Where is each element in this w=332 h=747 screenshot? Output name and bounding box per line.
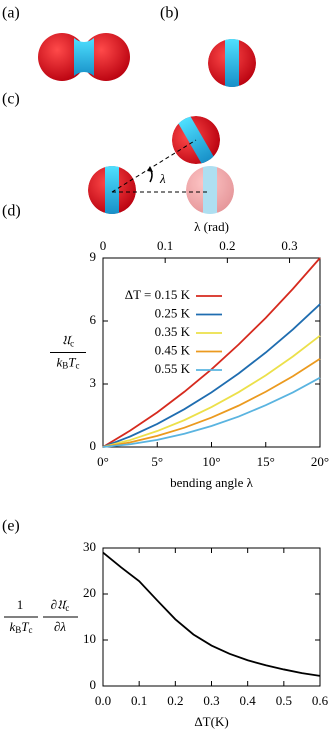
angle-label: λ — [159, 171, 166, 186]
legend-label: 0.25 K — [155, 305, 191, 320]
x-tick-label: 0.0 — [95, 693, 111, 708]
y-tick-label: 20 — [83, 585, 96, 600]
y-axis-label-part: c — [70, 339, 74, 349]
plot-frame — [102, 547, 321, 687]
data-line — [102, 358, 321, 448]
y-axis-label-part: T — [68, 354, 76, 369]
x2-tick-label: 0.3 — [281, 238, 297, 253]
y-axis-label-part: c — [65, 603, 69, 613]
x-tick-label: 20° — [311, 454, 329, 469]
y-axis-label: kBTc — [56, 354, 79, 370]
panel-label: (e) — [2, 518, 20, 535]
bending-illustration: λ — [88, 115, 234, 214]
y-tick-label: 30 — [83, 539, 96, 554]
janus-particle — [208, 39, 256, 87]
y-axis-label: ∂λ — [54, 619, 66, 634]
x-tick-label: 0.6 — [312, 693, 329, 708]
y-axis-label-part: 𝔘 — [62, 332, 73, 347]
y-tick-label: 3 — [90, 375, 97, 390]
panel-label: (d) — [2, 203, 21, 220]
y-axis-label: ∂𝔘c — [51, 597, 70, 613]
x-tick-label: 0.5 — [276, 693, 292, 708]
x-tick-label: 0.3 — [203, 693, 219, 708]
legend-label: ΔT = 0.15 K — [125, 287, 191, 302]
x-tick-label: 0.1 — [131, 693, 147, 708]
legend-label: 0.45 K — [155, 342, 191, 357]
data-line — [102, 303, 321, 448]
y-axis-label-part: c — [76, 361, 80, 371]
y-axis-label-part: k — [56, 354, 62, 369]
y-axis-label: 𝔘c — [62, 332, 74, 348]
x-tick-label: 10° — [202, 454, 220, 469]
x-tick-label: 0.2 — [167, 693, 183, 708]
y-axis-label-part: T — [21, 619, 29, 634]
x-tick-label: 0.4 — [240, 693, 257, 708]
x2-axis-label: λ (rad) — [194, 219, 229, 234]
x-tick-label: 0° — [97, 454, 109, 469]
data-line — [102, 334, 321, 448]
data-line — [102, 376, 321, 448]
x2-tick-label: 0 — [100, 238, 107, 253]
legend-label: 0.35 K — [155, 324, 191, 339]
y-axis-label-part: ∂𝔘 — [51, 597, 68, 612]
y-axis-label-part: B — [62, 361, 68, 371]
x2-tick-label: 0.2 — [219, 238, 235, 253]
x2-tick-label: 0.1 — [157, 238, 173, 253]
y-tick-label: 0 — [90, 677, 97, 692]
x-axis-label: ΔT(K) — [194, 714, 228, 729]
y-axis-label-part: B — [15, 625, 21, 635]
y-tick-label: 6 — [90, 312, 97, 327]
data-line — [102, 551, 321, 677]
legend-label: 0.55 K — [155, 361, 191, 376]
y-axis-label: kBTc — [9, 619, 32, 635]
x-tick-label: 5° — [151, 454, 163, 469]
panel-label: (c) — [2, 91, 20, 108]
y-tick-label: 9 — [90, 249, 97, 264]
x-axis-label: bending angle λ — [170, 475, 254, 490]
y-axis-label-part: c — [29, 625, 33, 635]
dimer-illustration — [38, 33, 130, 81]
panel-label: (b) — [160, 5, 179, 22]
y-tick-label: 0 — [90, 438, 97, 453]
y-axis-label: 1 — [17, 597, 24, 612]
x-tick-label: 15° — [257, 454, 275, 469]
panel-label: (a) — [2, 5, 20, 22]
y-tick-label: 10 — [83, 631, 96, 646]
y-axis-label-part: k — [9, 619, 15, 634]
